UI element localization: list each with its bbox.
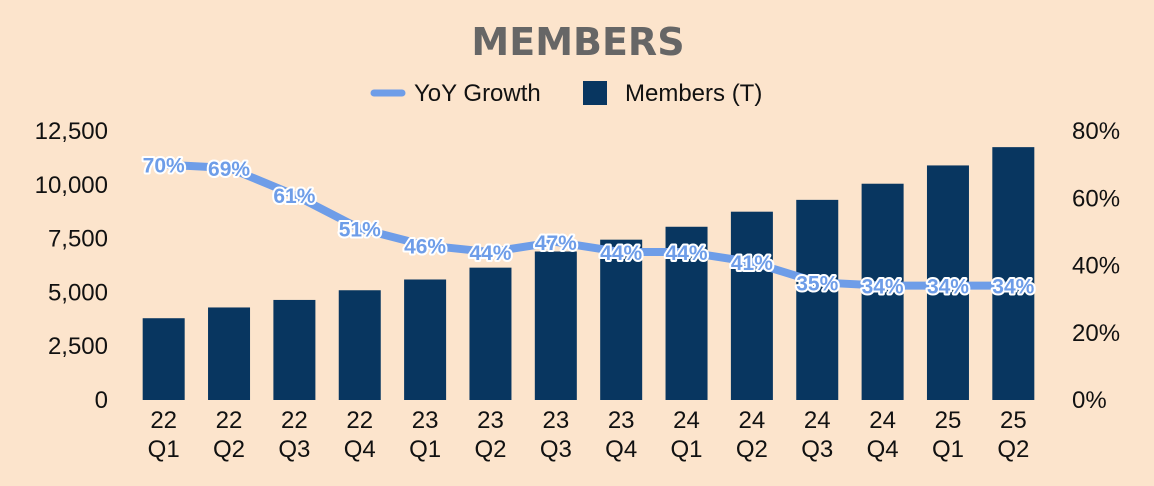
bar-members xyxy=(861,183,904,400)
y-left-tick-label: 5,000 xyxy=(48,279,108,306)
data-label-yoy-growth: 51% xyxy=(339,219,381,242)
x-tick-label-quarter: Q2 xyxy=(213,436,245,463)
x-tick-label-quarter: Q2 xyxy=(474,436,506,463)
x-tick-label-quarter: Q3 xyxy=(801,436,833,463)
y-left-tick-label: 7,500 xyxy=(48,226,108,253)
bar-members xyxy=(469,267,512,400)
data-label-yoy-growth: 69% xyxy=(208,158,250,181)
x-tick-label-quarter: Q1 xyxy=(932,436,964,463)
y-left-tick-label: 12,500 xyxy=(35,118,108,145)
x-tick-label-quarter: Q1 xyxy=(671,436,703,463)
x-tick-label-year: 22 xyxy=(346,407,373,434)
y-left-tick-label: 2,500 xyxy=(48,333,108,360)
data-label-yoy-growth: 44% xyxy=(600,242,642,265)
x-tick-label-year: 23 xyxy=(412,407,439,434)
x-tick-label-quarter: Q1 xyxy=(409,436,441,463)
y-left-tick-label: 0 xyxy=(95,387,108,414)
bar-members xyxy=(404,279,447,400)
y-right-tick-label: 0% xyxy=(1072,387,1107,414)
x-tick-label-year: 24 xyxy=(804,407,831,434)
data-label-yoy-growth: 34% xyxy=(862,276,904,299)
x-tick-label-quarter: Q1 xyxy=(148,436,180,463)
y-axis-right: 0% 20% 40% 60% 80% xyxy=(1072,118,1120,414)
x-tick-label-year: 24 xyxy=(739,407,766,434)
x-tick-label-quarter: Q3 xyxy=(540,436,572,463)
x-axis: 22Q122Q222Q322Q423Q123Q223Q323Q424Q124Q2… xyxy=(148,407,1030,463)
bar-members xyxy=(273,299,316,400)
x-tick-label-quarter: Q4 xyxy=(867,436,899,463)
bar-members xyxy=(208,307,251,400)
x-tick-label-quarter: Q2 xyxy=(736,436,768,463)
bar-members xyxy=(142,318,185,400)
x-tick-label-year: 22 xyxy=(216,407,243,434)
x-tick-label-year: 23 xyxy=(477,407,504,434)
bar-members xyxy=(338,290,381,400)
x-tick-label-quarter: Q4 xyxy=(344,436,376,463)
data-label-yoy-growth: 34% xyxy=(927,276,969,299)
y-right-tick-label: 40% xyxy=(1072,253,1120,280)
data-label-yoy-growth: 46% xyxy=(404,235,446,258)
x-tick-label-year: 24 xyxy=(869,407,896,434)
bar-members xyxy=(534,251,577,400)
bar-members xyxy=(796,199,839,400)
x-tick-label-year: 23 xyxy=(608,407,635,434)
legend-item-yoy-growth: YoY Growth xyxy=(370,80,541,107)
y-right-tick-label: 60% xyxy=(1072,185,1120,212)
x-tick-label-quarter: Q3 xyxy=(278,436,310,463)
x-tick-label-year: 25 xyxy=(1000,407,1027,434)
x-tick-label-year: 25 xyxy=(935,407,962,434)
x-tick-label-quarter: Q2 xyxy=(997,436,1029,463)
data-label-yoy-growth: 61% xyxy=(273,185,315,208)
x-tick-label-year: 22 xyxy=(281,407,308,434)
legend-item-members: Members (T) xyxy=(583,80,762,107)
legend-label-yoy-growth: YoY Growth xyxy=(414,80,541,107)
data-label-yoy-growth: 41% xyxy=(731,252,773,275)
line-yoy-growth xyxy=(159,160,1018,290)
bar-series-members xyxy=(142,147,1035,400)
y-right-tick-label: 80% xyxy=(1072,118,1120,145)
legend-box-swatch xyxy=(583,81,607,105)
x-tick-label-year: 22 xyxy=(150,407,177,434)
data-label-yoy-growth: 34% xyxy=(992,276,1034,299)
legend-label-members: Members (T) xyxy=(625,80,762,107)
legend: YoY Growth Members (T) xyxy=(370,80,762,107)
x-tick-label-year: 24 xyxy=(673,407,700,434)
y-axis-left: 0 2,500 5,000 7,500 10,000 12,500 xyxy=(35,118,108,414)
data-label-yoy-growth: 35% xyxy=(796,272,838,295)
x-tick-label-quarter: Q4 xyxy=(605,436,637,463)
line-series-yoy-growth: 70% 69% 61% 51% 46% 44% 47% 44% 44% 41% 35% 34% 34% 3… xyxy=(141,153,1037,301)
chart-title: MEMBERS xyxy=(471,20,684,64)
bar-members xyxy=(992,147,1035,400)
bar-members xyxy=(600,239,643,400)
y-left-tick-label: 10,000 xyxy=(35,172,108,199)
data-label-yoy-growth: 70% xyxy=(143,155,185,178)
data-label-yoy-growth: 44% xyxy=(469,242,511,265)
data-label-yoy-growth: 47% xyxy=(535,232,577,255)
bar-members xyxy=(730,211,773,400)
x-tick-label-year: 23 xyxy=(542,407,569,434)
data-label-yoy-growth: 44% xyxy=(666,242,708,265)
y-right-tick-label: 20% xyxy=(1072,320,1120,347)
